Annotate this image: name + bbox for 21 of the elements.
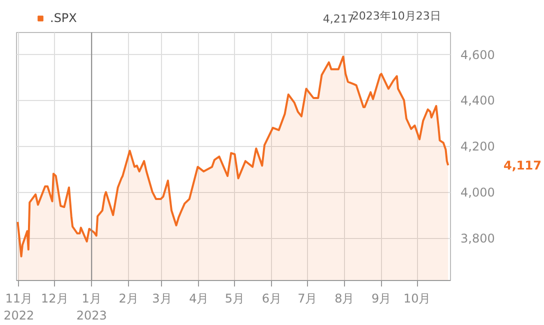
- x-tick-label: 1月 2023: [76, 292, 107, 322]
- legend-label: .SPX: [50, 11, 77, 25]
- y-tick-label: 4,600: [460, 48, 495, 62]
- x-tick-label: 9月: [372, 292, 392, 306]
- x-tick-label: 2月: [118, 292, 138, 306]
- x-tick-label: 10月: [403, 292, 431, 306]
- x-tick-label: 11月 2022: [4, 292, 34, 322]
- y-tick-label: 4,200: [460, 140, 495, 154]
- y-tick-label: 4,400: [460, 94, 495, 108]
- y-tick-label: 3,800: [460, 232, 495, 246]
- y-tick-label: 4,000: [460, 186, 495, 200]
- x-tick-label: 12月: [41, 292, 68, 306]
- x-tick-label: 7月: [298, 292, 318, 306]
- x-tick-label: 4月: [189, 292, 209, 306]
- x-tick-label: 5月: [224, 292, 245, 306]
- x-tick-label: 6月: [262, 292, 282, 306]
- text: 4,117: [504, 158, 542, 173]
- text: 2023年10月23日: [352, 10, 441, 22]
- x-tick-label: 8月: [334, 292, 354, 306]
- text: 4,217: [322, 12, 354, 26]
- x-tick-label: 3月: [152, 292, 172, 306]
